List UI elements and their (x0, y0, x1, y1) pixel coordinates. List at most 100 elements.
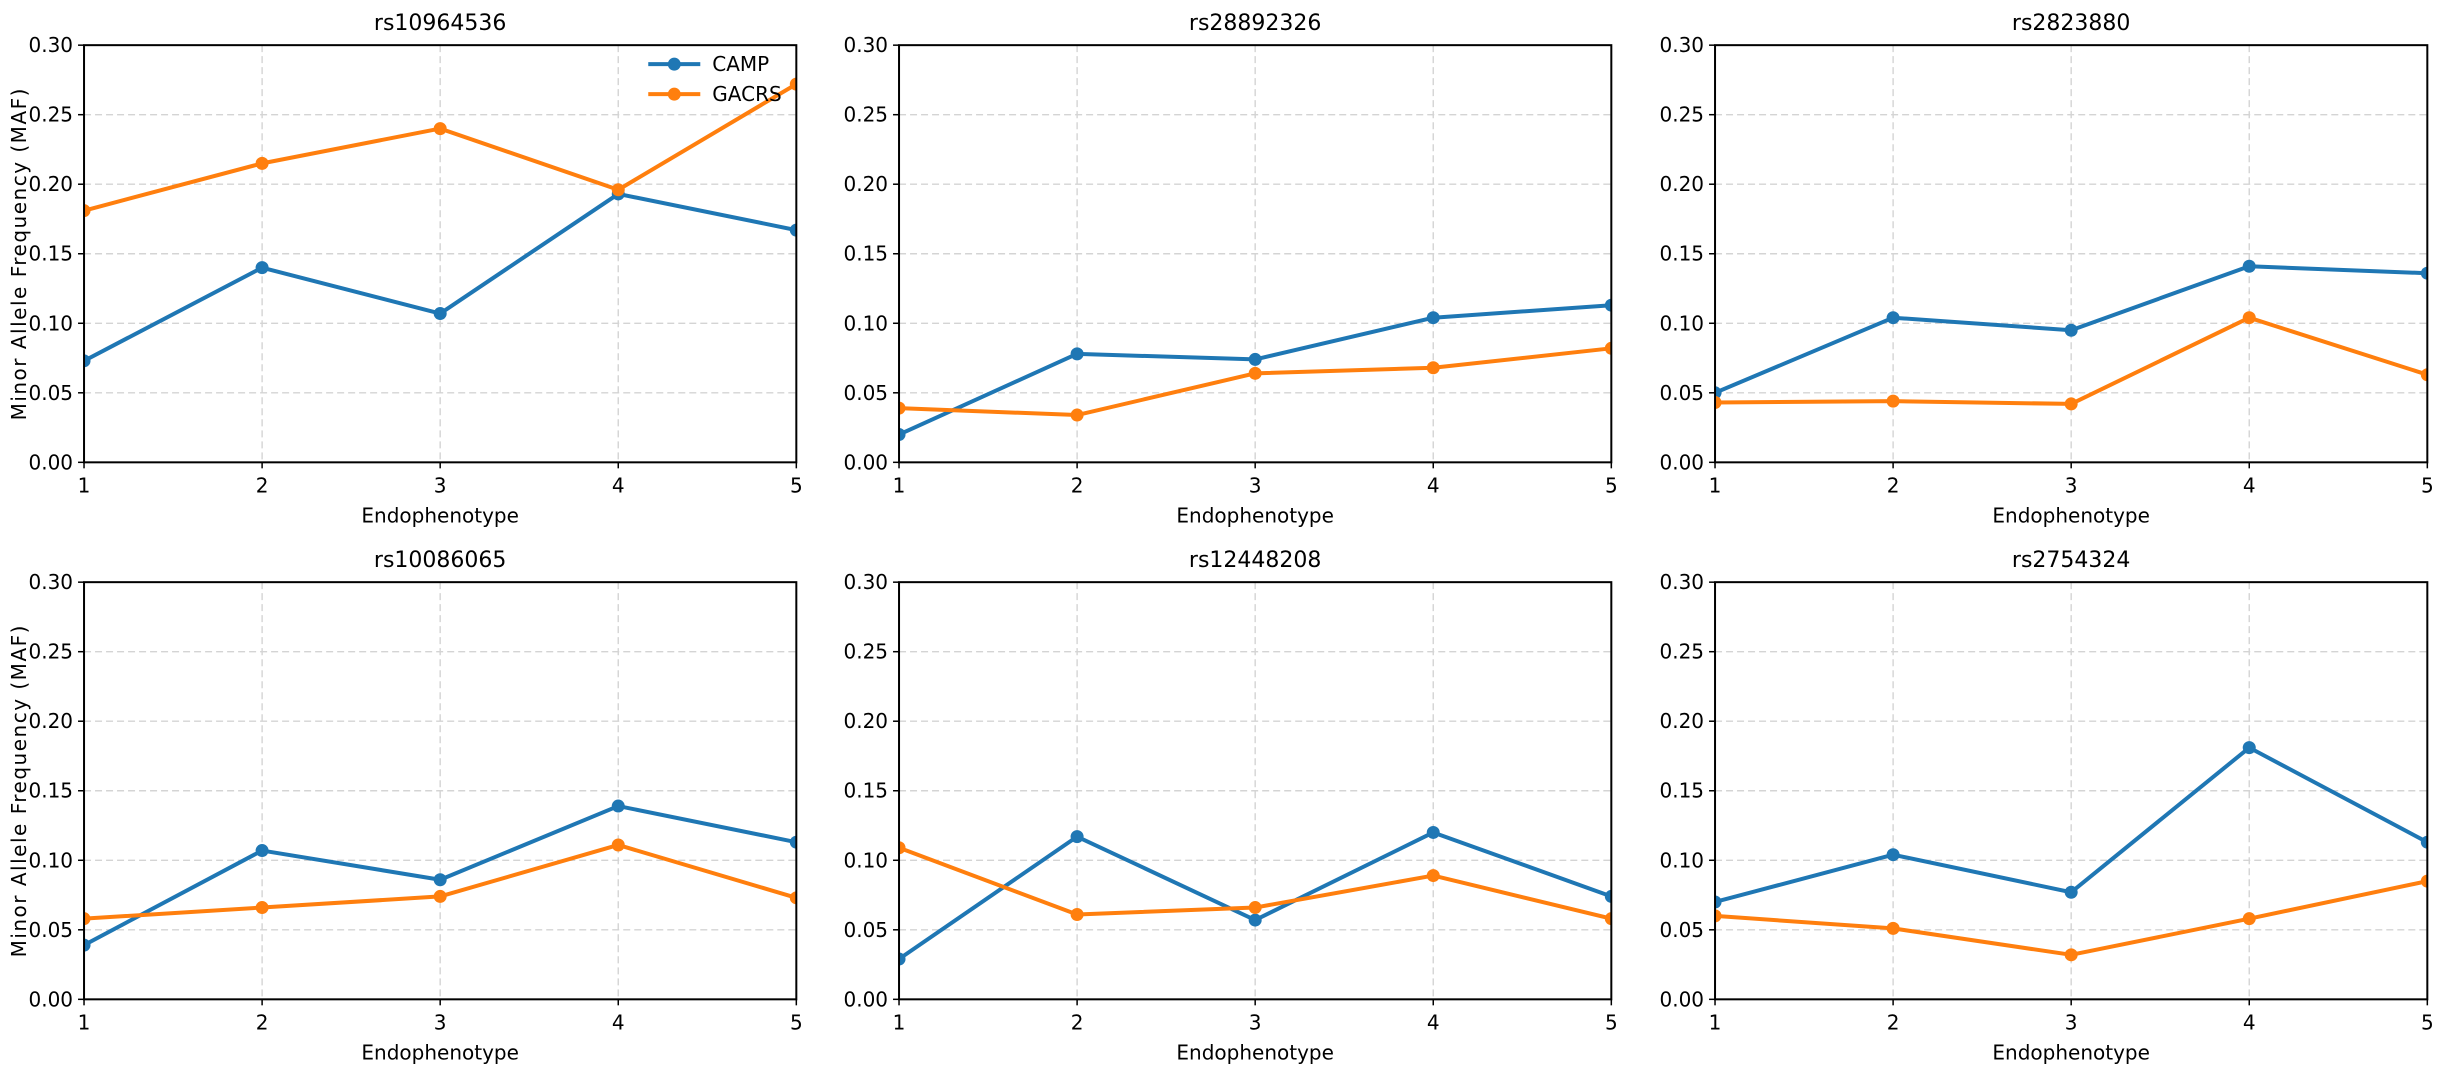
data-point-GACRS (2242, 911, 2256, 925)
x-tick-label: 5 (2421, 1010, 2434, 1034)
data-point-GACRS (1886, 921, 1900, 935)
x-tick-label: 4 (1427, 473, 1440, 497)
data-point-GACRS (1605, 911, 1612, 925)
chart-rs2754324: 0.00 0.05 0.10 0.15 0.20 0.25 0.30 1 2 3 4 5 rs27543… (1659, 548, 2434, 1064)
x-tick-label: 5 (1605, 473, 1618, 497)
series-GACRS (1714, 874, 2427, 961)
chart-title: rs28892326 (1189, 11, 1321, 36)
y-tick-label: 0.25 (844, 639, 889, 663)
x-tick-label: 3 (1249, 473, 1262, 497)
series-CAMP (1714, 259, 2427, 400)
x-axis-label: Endophenotype (361, 1040, 519, 1064)
series-GACRS (84, 837, 797, 925)
data-point-GACRS (1714, 396, 1722, 410)
data-point-CAMP (1070, 829, 1084, 843)
chart-rs10086065: 0.00 0.05 0.10 0.15 0.20 0.25 0.30 1 2 3 4 5 rs10086… (7, 548, 803, 1064)
series-CAMP (899, 825, 1612, 966)
y-tick-label: 0.30 (844, 570, 889, 594)
data-point-GACRS (1070, 408, 1084, 422)
x-tick-label: 3 (2064, 473, 2077, 497)
data-point-CAMP (255, 261, 269, 275)
data-point-CAMP (1886, 847, 1900, 861)
x-tick-label: 1 (78, 1010, 91, 1034)
x-tick-label: 3 (434, 473, 447, 497)
y-tick-label: 0.25 (28, 103, 73, 127)
data-point-CAMP (433, 872, 447, 886)
data-point-CAMP (2242, 740, 2256, 754)
y-tick-label: 0.10 (1659, 848, 1704, 872)
data-point-GACRS (1070, 907, 1084, 921)
y-tick-label: 0.15 (844, 242, 889, 266)
data-point-CAMP (1714, 894, 1722, 908)
data-point-GACRS (1427, 361, 1441, 375)
y-tick-label: 0.10 (1659, 311, 1704, 335)
x-tick-label: 4 (612, 1010, 625, 1034)
y-tick-label: 0.15 (844, 778, 889, 802)
x-tick-label: 5 (790, 1010, 803, 1034)
y-tick-label: 0.10 (844, 848, 889, 872)
data-point-GACRS (2420, 874, 2427, 888)
y-tick-label: 0.30 (844, 33, 889, 57)
y-tick-label: 0.30 (1659, 570, 1704, 594)
data-point-GACRS (84, 204, 91, 218)
data-point-CAMP (1427, 311, 1441, 325)
y-tick-label: 0.10 (28, 848, 73, 872)
x-tick-label: 5 (790, 473, 803, 497)
data-point-CAMP (899, 428, 906, 442)
data-point-CAMP (1427, 825, 1441, 839)
subplot-top-right: 0.00 0.05 0.10 0.15 0.20 0.25 0.30 1 2 3 4 5 rs28238… (1631, 0, 2446, 537)
x-axis-label: Endophenotype (1992, 503, 2150, 527)
y-axis-label: Minor Allele Frequency (MAF) (7, 87, 31, 420)
y-tick-label: 0.30 (1659, 33, 1704, 57)
x-tick-label: 5 (1605, 1010, 1618, 1034)
data-point-GACRS (2064, 947, 2078, 961)
x-tick-label: 1 (78, 473, 91, 497)
x-tick-label: 4 (612, 473, 625, 497)
series-GACRS (1714, 311, 2427, 411)
data-point-CAMP (1249, 352, 1263, 366)
subplot-bottom-middle: 0.00 0.05 0.10 0.15 0.20 0.25 0.30 1 2 3 4 5 rs12448… (815, 537, 1630, 1073)
data-point-CAMP (1886, 311, 1900, 325)
x-axis-label: Endophenotype (1177, 1040, 1335, 1064)
data-point-GACRS (789, 890, 797, 904)
legend-marker-CAMP (667, 57, 681, 71)
y-tick-label: 0.00 (1659, 450, 1704, 474)
data-point-GACRS (1605, 341, 1612, 355)
series-CAMP (899, 298, 1612, 442)
chart-rs12448208: 0.00 0.05 0.10 0.15 0.20 0.25 0.30 1 2 3 4 5 rs12448… (844, 548, 1618, 1064)
x-tick-label: 2 (1071, 1010, 1084, 1034)
x-tick-label: 2 (1886, 1010, 1899, 1034)
y-tick-label: 0.00 (28, 987, 73, 1011)
x-tick-label: 3 (2064, 1010, 2077, 1034)
x-tick-label: 1 (1708, 473, 1721, 497)
chart-rs10964536: 0.00 0.05 0.10 0.15 0.20 0.25 0.30 1 2 3 4 5 rs10964… (7, 11, 803, 527)
subplot-top-middle: 0.00 0.05 0.10 0.15 0.20 0.25 0.30 1 2 3 4 5 rs28892… (815, 0, 1630, 537)
data-point-CAMP (255, 843, 269, 857)
y-tick-label: 0.05 (1659, 381, 1704, 405)
y-tick-label: 0.15 (28, 778, 73, 802)
legend-marker-GACRS (667, 87, 681, 101)
y-tick-label: 0.00 (1659, 987, 1704, 1011)
legend-label-CAMP: CAMP (712, 52, 769, 76)
y-tick-label: 0.15 (28, 242, 73, 266)
data-point-CAMP (789, 223, 797, 237)
series-GACRS (899, 840, 1612, 925)
y-tick-label: 0.20 (28, 709, 73, 733)
data-point-CAMP (2420, 835, 2427, 849)
x-tick-label: 3 (434, 1010, 447, 1034)
data-point-GACRS (1886, 394, 1900, 408)
y-tick-label: 0.00 (844, 987, 889, 1011)
x-axis-label: Endophenotype (1992, 1040, 2150, 1064)
y-tick-label: 0.30 (28, 570, 73, 594)
x-tick-label: 3 (1249, 1010, 1262, 1034)
x-tick-label: 4 (1427, 1010, 1440, 1034)
data-point-CAMP (2064, 323, 2078, 337)
chart-title: rs2754324 (2012, 548, 2131, 573)
data-point-CAMP (2064, 885, 2078, 899)
data-point-CAMP (611, 799, 625, 813)
data-point-CAMP (1605, 889, 1612, 903)
y-tick-label: 0.15 (1659, 778, 1704, 802)
legend-label-GACRS: GACRS (712, 82, 781, 106)
y-tick-label: 0.25 (844, 103, 889, 127)
x-tick-label: 1 (893, 1010, 906, 1034)
